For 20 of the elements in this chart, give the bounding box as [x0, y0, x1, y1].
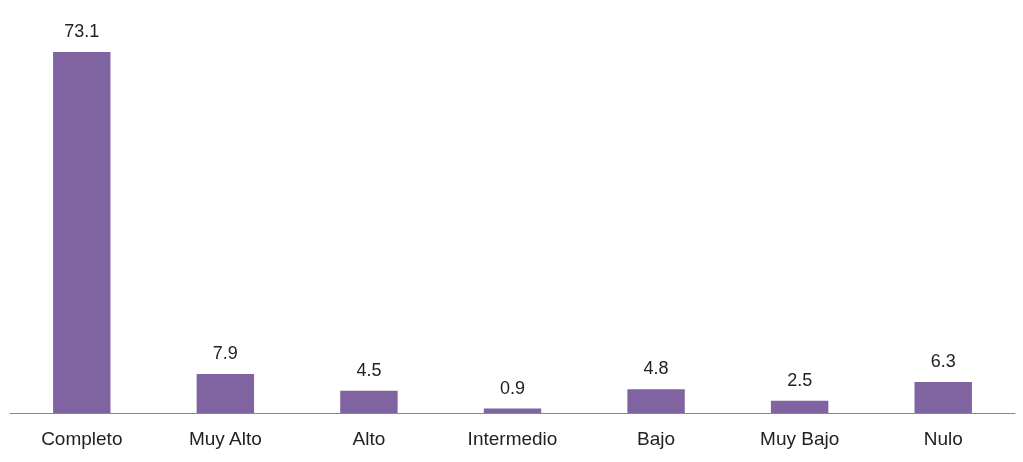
data-label: 73.1 — [64, 21, 100, 42]
x-tick-label: Nulo — [923, 428, 963, 449]
bar — [627, 389, 685, 413]
bar — [196, 373, 255, 413]
data-label: 0.9 — [499, 377, 526, 398]
data-label: 6.3 — [930, 350, 956, 371]
x-tick-label: Muy Alto — [188, 428, 262, 449]
data-label: 2.5 — [787, 369, 813, 390]
data-label: 4.8 — [643, 358, 669, 379]
bar — [340, 390, 398, 413]
data-label: 4.5 — [356, 359, 382, 380]
x-tick-label: Muy Bajo — [760, 428, 840, 449]
x-tick-label: Alto — [352, 428, 386, 449]
bar — [914, 381, 972, 413]
bar — [53, 52, 111, 413]
x-tick-label: Intermedio — [467, 428, 558, 449]
x-tick-label: Bajo — [637, 428, 676, 449]
bar — [770, 400, 829, 413]
data-label: 7.9 — [212, 342, 238, 363]
x-tick-label: Completo — [41, 428, 123, 449]
